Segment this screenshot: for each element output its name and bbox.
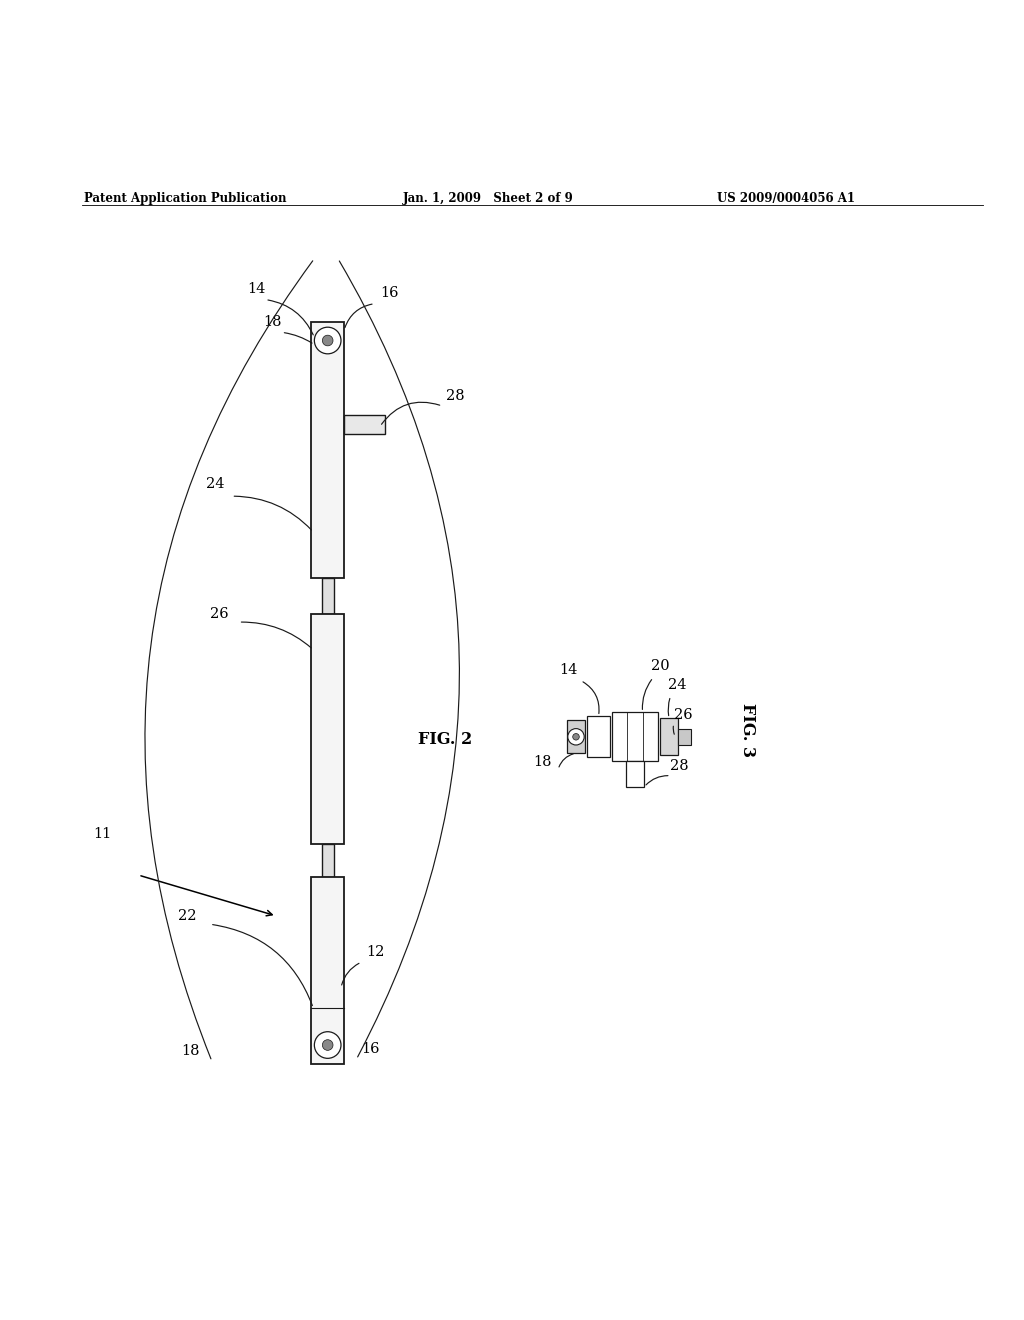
Bar <box>626 762 644 787</box>
Circle shape <box>314 1032 341 1059</box>
Text: Patent Application Publication: Patent Application Publication <box>84 191 287 205</box>
Bar <box>612 713 658 762</box>
Text: 16: 16 <box>380 286 398 301</box>
Bar <box>311 614 344 845</box>
Text: 26: 26 <box>674 709 692 722</box>
Bar <box>311 876 344 1064</box>
Text: 20: 20 <box>651 659 670 673</box>
Text: 16: 16 <box>361 1041 380 1056</box>
Text: FIG. 2: FIG. 2 <box>419 731 472 748</box>
Text: 12: 12 <box>367 945 385 958</box>
Text: 22: 22 <box>178 909 197 923</box>
Bar <box>344 416 385 434</box>
Bar <box>567 721 586 754</box>
Text: 24: 24 <box>206 477 224 491</box>
Circle shape <box>323 335 333 346</box>
Bar <box>322 578 334 614</box>
Text: 18: 18 <box>263 315 282 329</box>
Bar <box>311 322 344 578</box>
Circle shape <box>323 1040 333 1051</box>
Text: 28: 28 <box>670 759 688 774</box>
Circle shape <box>567 729 584 744</box>
Bar <box>678 729 690 744</box>
Circle shape <box>314 327 341 354</box>
Bar <box>588 717 610 758</box>
Text: 18: 18 <box>534 755 552 770</box>
Text: 11: 11 <box>93 828 112 841</box>
Text: 14: 14 <box>559 663 578 677</box>
Text: 28: 28 <box>446 389 465 403</box>
Text: FIG. 3: FIG. 3 <box>739 702 756 756</box>
Text: US 2009/0004056 A1: US 2009/0004056 A1 <box>717 191 855 205</box>
Bar <box>659 718 678 755</box>
Text: 18: 18 <box>181 1044 200 1059</box>
Bar <box>322 845 334 876</box>
Text: 24: 24 <box>668 677 686 692</box>
Text: 26: 26 <box>210 607 228 620</box>
Circle shape <box>572 734 580 741</box>
Text: 14: 14 <box>247 282 265 296</box>
Text: Jan. 1, 2009   Sheet 2 of 9: Jan. 1, 2009 Sheet 2 of 9 <box>402 191 573 205</box>
